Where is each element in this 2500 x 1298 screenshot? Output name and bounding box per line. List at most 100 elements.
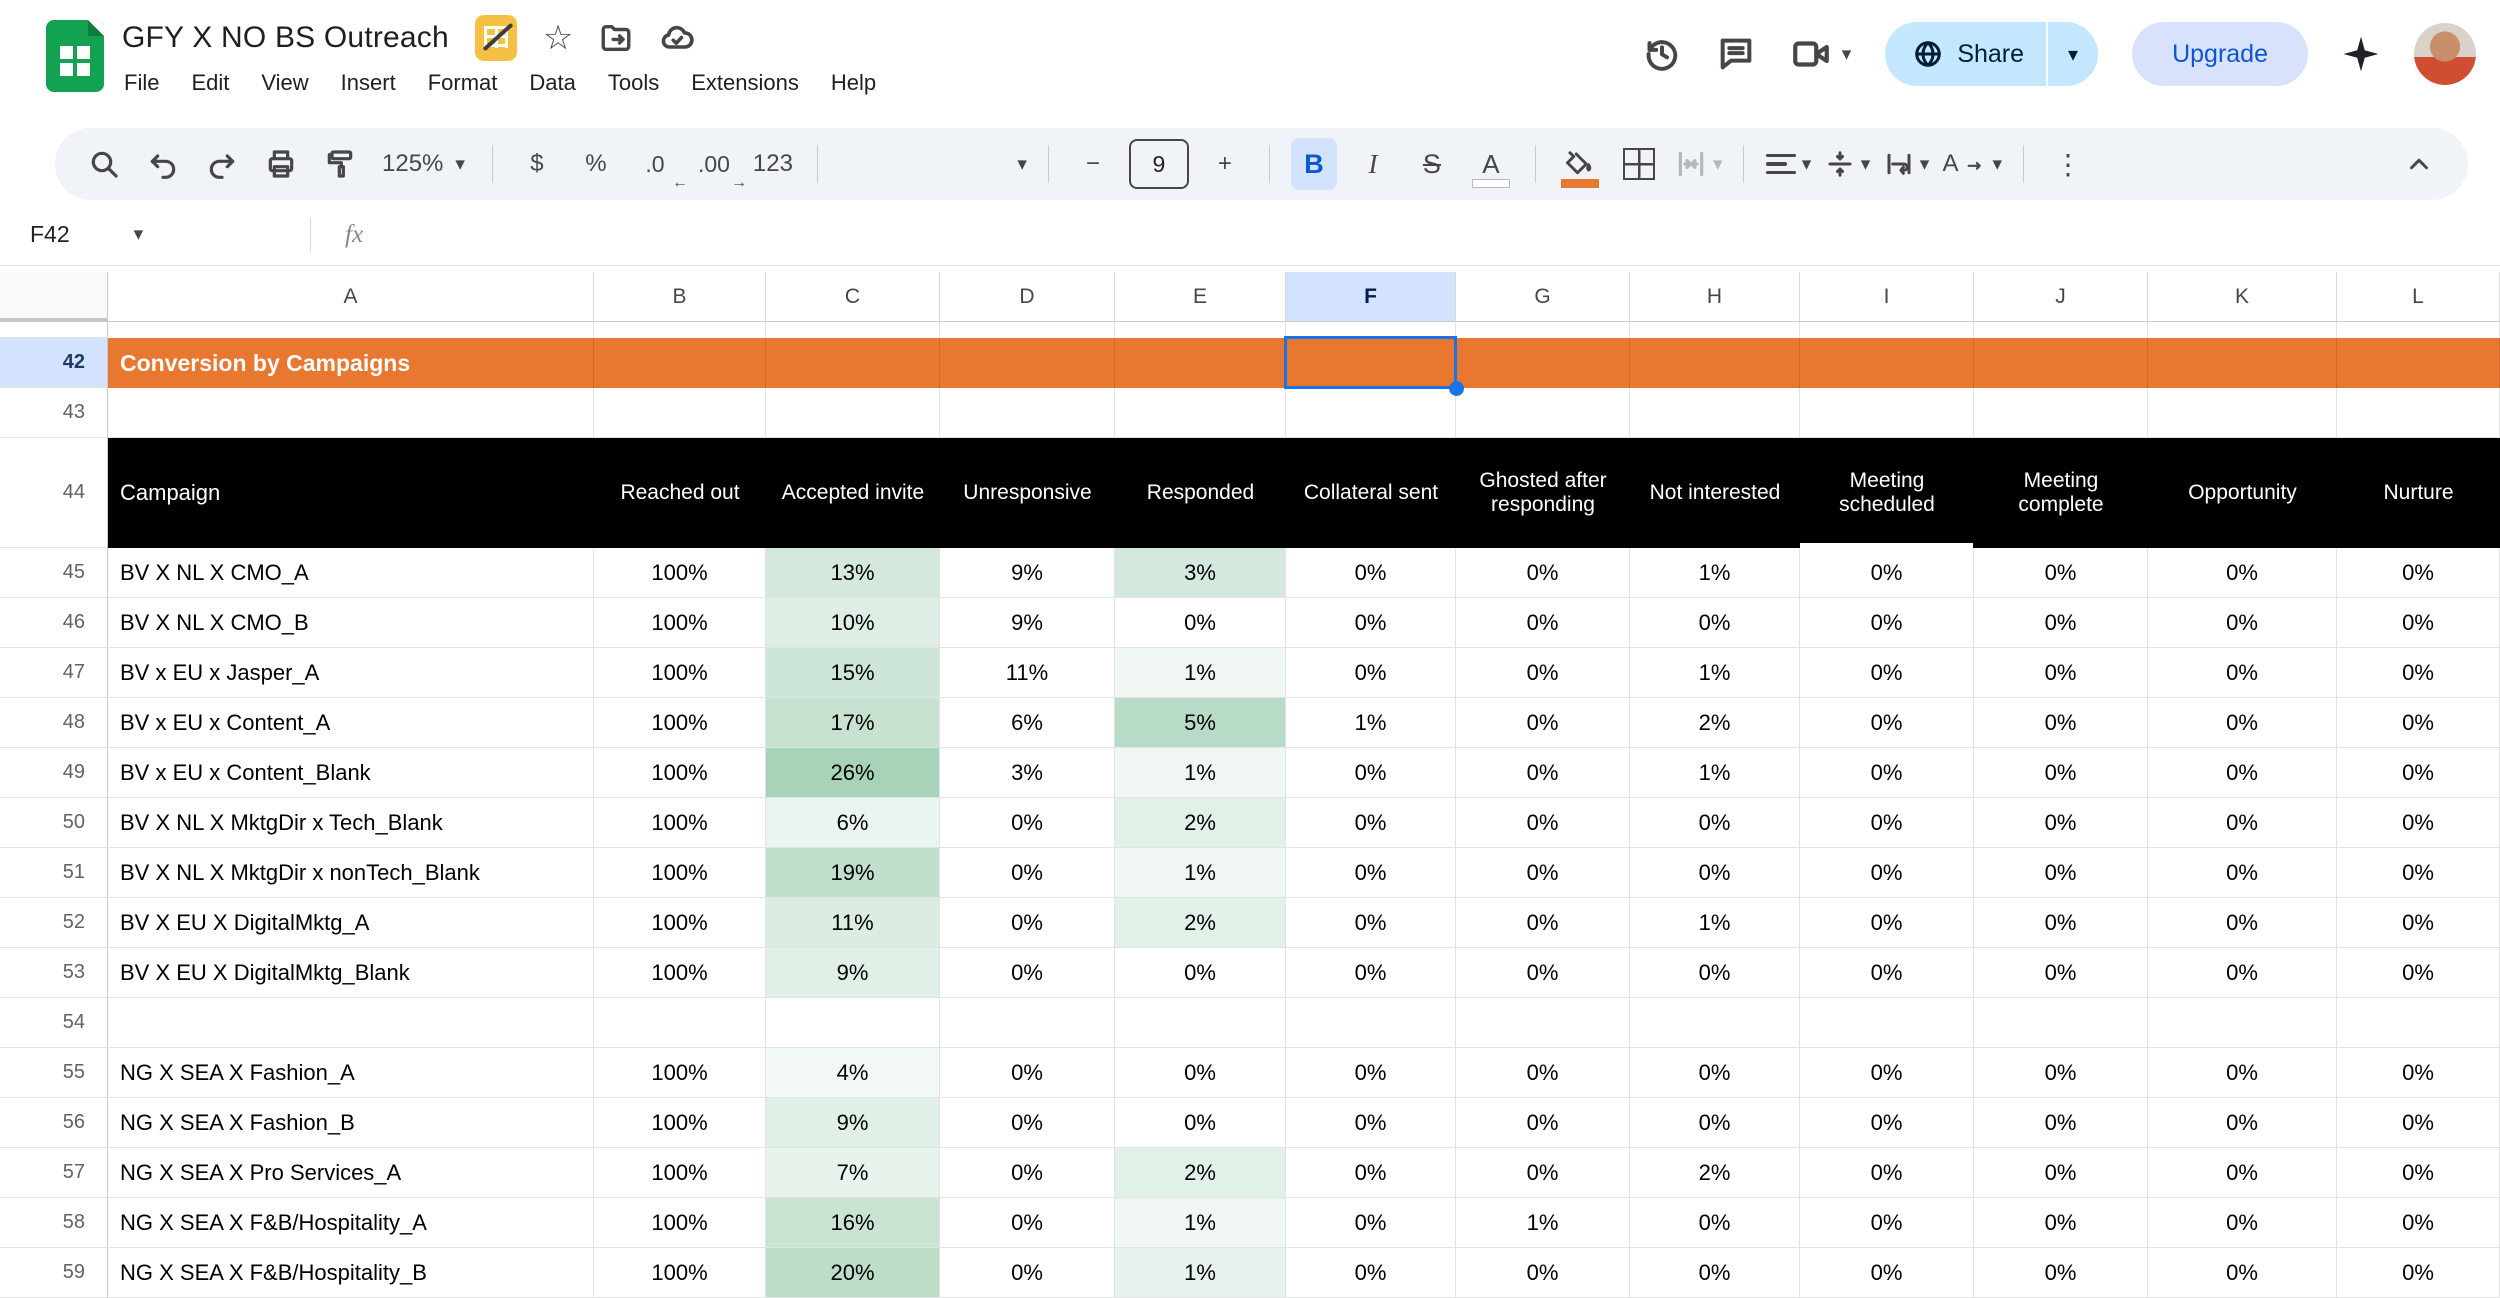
cell-C51[interactable]: 19% [766, 848, 940, 898]
cell-L53[interactable]: 0% [2337, 948, 2500, 998]
collapse-toolbar-icon[interactable] [2396, 138, 2442, 190]
cell-C52[interactable]: 11% [766, 898, 940, 948]
cell-G47[interactable]: 0% [1456, 648, 1630, 698]
share-dropdown-caret[interactable]: ▾ [2068, 43, 2079, 66]
cell-L51[interactable]: 0% [2337, 848, 2500, 898]
cell-E48[interactable]: 5% [1115, 698, 1286, 748]
cell-K47[interactable]: 0% [2148, 648, 2337, 698]
cell-L44[interactable]: Nurture [2337, 438, 2500, 548]
cell-K54[interactable] [2148, 998, 2337, 1048]
cell-I45[interactable]: 0% [1800, 548, 1974, 598]
grid-corner[interactable] [0, 272, 108, 322]
name-box[interactable]: F42 ▾ [0, 221, 280, 248]
cell-F53[interactable]: 0% [1286, 948, 1456, 998]
menu-insert[interactable]: Insert [340, 70, 396, 95]
cell-D45[interactable]: 9% [940, 548, 1115, 598]
cell-D49[interactable]: 3% [940, 748, 1115, 798]
cell-A42[interactable]: Conversion by Campaigns [108, 338, 594, 388]
print-icon[interactable] [258, 138, 304, 190]
cell-I50[interactable]: 0% [1800, 798, 1974, 848]
row-header-55[interactable]: 55 [0, 1048, 108, 1098]
cell-G41-partial[interactable] [1456, 322, 1630, 338]
selected-cell-outline[interactable] [1284, 336, 1457, 389]
cell-A43[interactable] [108, 388, 594, 438]
cell-A53[interactable]: BV X EU X DigitalMktg_Blank [108, 948, 594, 998]
cell-I44[interactable]: Meeting scheduled [1800, 438, 1974, 548]
cell-F59[interactable]: 0% [1286, 1248, 1456, 1298]
cell-G45[interactable]: 0% [1456, 548, 1630, 598]
cell-H42[interactable] [1630, 338, 1800, 388]
cell-G58[interactable]: 1% [1456, 1198, 1630, 1248]
cell-K50[interactable]: 0% [2148, 798, 2337, 848]
text-wrap-button[interactable]: ▾ [1883, 138, 1929, 190]
cell-B57[interactable]: 100% [594, 1148, 766, 1198]
column-header-F[interactable]: F [1286, 272, 1456, 322]
cell-B52[interactable]: 100% [594, 898, 766, 948]
row-header-56[interactable]: 56 [0, 1098, 108, 1148]
cell-K59[interactable]: 0% [2148, 1248, 2337, 1298]
cell-G49[interactable]: 0% [1456, 748, 1630, 798]
cell-E41-partial[interactable] [1115, 322, 1286, 338]
cell-F48[interactable]: 1% [1286, 698, 1456, 748]
cell-C48[interactable]: 17% [766, 698, 940, 748]
cell-D47[interactable]: 11% [940, 648, 1115, 698]
cell-A52[interactable]: BV X EU X DigitalMktg_A [108, 898, 594, 948]
cell-G57[interactable]: 0% [1456, 1148, 1630, 1198]
cell-H57[interactable]: 2% [1630, 1148, 1800, 1198]
cell-F42[interactable] [1286, 338, 1456, 388]
row-header-59[interactable]: 59 [0, 1248, 108, 1298]
row-header-57[interactable]: 57 [0, 1148, 108, 1198]
cell-G42[interactable] [1456, 338, 1630, 388]
strikethrough-button[interactable]: S [1422, 148, 1441, 179]
cell-K56[interactable]: 0% [2148, 1098, 2337, 1148]
column-header-C[interactable]: C [766, 272, 940, 322]
column-header-L[interactable]: L [2337, 272, 2500, 322]
cell-L46[interactable]: 0% [2337, 598, 2500, 648]
cell-E45[interactable]: 3% [1115, 548, 1286, 598]
cell-D43[interactable] [940, 388, 1115, 438]
cell-A59[interactable]: NG X SEA X F&B/Hospitality_B [108, 1248, 594, 1298]
cell-J45[interactable]: 0% [1974, 548, 2148, 598]
column-header-J[interactable]: J [1974, 272, 2148, 322]
cell-D41-partial[interactable] [940, 322, 1115, 338]
cell-E55[interactable]: 0% [1115, 1048, 1286, 1098]
cell-E53[interactable]: 0% [1115, 948, 1286, 998]
column-header-K[interactable]: K [2148, 272, 2337, 322]
cell-E42[interactable] [1115, 338, 1286, 388]
cell-L54[interactable] [2337, 998, 2500, 1048]
cell-B42[interactable] [594, 338, 766, 388]
cell-G50[interactable]: 0% [1456, 798, 1630, 848]
cell-I57[interactable]: 0% [1800, 1148, 1974, 1198]
cell-J53[interactable]: 0% [1974, 948, 2148, 998]
cell-L47[interactable]: 0% [2337, 648, 2500, 698]
cell-A47[interactable]: BV x EU x Jasper_A [108, 648, 594, 698]
cell-L48[interactable]: 0% [2337, 698, 2500, 748]
cell-L55[interactable]: 0% [2337, 1048, 2500, 1098]
cell-L56[interactable]: 0% [2337, 1098, 2500, 1148]
cell-B41-partial[interactable] [594, 322, 766, 338]
column-header-D[interactable]: D [940, 272, 1115, 322]
row-header-43[interactable]: 43 [0, 388, 108, 438]
cell-F58[interactable]: 0% [1286, 1198, 1456, 1248]
cell-E51[interactable]: 1% [1115, 848, 1286, 898]
cell-C56[interactable]: 9% [766, 1098, 940, 1148]
cell-J54[interactable] [1974, 998, 2148, 1048]
cell-L42[interactable] [2337, 338, 2500, 388]
cell-F45[interactable]: 0% [1286, 548, 1456, 598]
cell-F51[interactable]: 0% [1286, 848, 1456, 898]
row-header-50[interactable]: 50 [0, 798, 108, 848]
cell-F50[interactable]: 0% [1286, 798, 1456, 848]
cell-A48[interactable]: BV x EU x Content_A [108, 698, 594, 748]
row-header-47[interactable]: 47 [0, 648, 108, 698]
format-currency-button[interactable]: $ [530, 150, 544, 177]
cell-H49[interactable]: 1% [1630, 748, 1800, 798]
row-header-45[interactable]: 45 [0, 548, 108, 598]
borders-button[interactable] [1616, 138, 1662, 190]
decrease-decimal-button[interactable]: .0 ← [645, 150, 688, 192]
menu-extensions[interactable]: Extensions [691, 70, 799, 95]
cell-I58[interactable]: 0% [1800, 1198, 1974, 1248]
cell-B59[interactable]: 100% [594, 1248, 766, 1298]
row-header-partial[interactable] [0, 322, 108, 338]
cell-C43[interactable] [766, 388, 940, 438]
cell-B49[interactable]: 100% [594, 748, 766, 798]
